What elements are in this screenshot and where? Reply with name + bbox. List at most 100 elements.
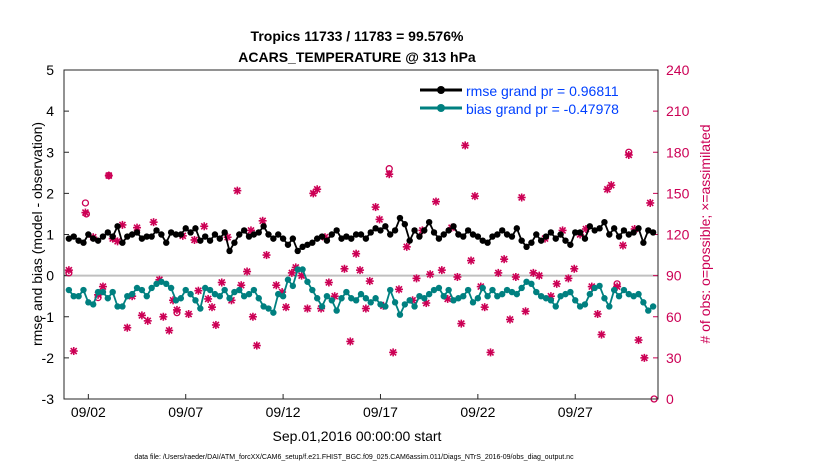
y-tick-label-right: 90: [666, 268, 682, 284]
y-axis-label-right: # of obs: o=possible; ×=assimilated: [697, 124, 713, 343]
rmse-point: [630, 229, 637, 236]
bias-point: [479, 284, 486, 292]
rmse-point: [576, 229, 584, 236]
bias-point: [474, 295, 482, 302]
rmse-point: [567, 241, 574, 248]
rmse-point: [547, 229, 555, 236]
obs-assimilated-marker: [356, 266, 365, 275]
bias-point: [172, 297, 180, 304]
bias-point: [348, 295, 355, 302]
bias-point: [182, 286, 189, 294]
rmse-point: [206, 237, 214, 244]
rmse-point: [581, 235, 589, 242]
obs-assimilated-marker: [204, 294, 213, 303]
bias-point: [547, 297, 555, 304]
bias-point: [270, 309, 277, 316]
obs-assimilated-marker: [646, 198, 655, 207]
obs-assimilated-marker: [570, 264, 579, 273]
bias-point: [299, 266, 306, 273]
rmse-point: [372, 225, 379, 232]
obs-assimilated-marker: [303, 304, 312, 313]
bias-point: [435, 284, 443, 292]
bias-point: [201, 284, 209, 292]
rmse-point: [591, 227, 598, 234]
obs-assimilated-marker: [287, 268, 296, 277]
rmse-point: [649, 229, 657, 236]
rmse-point: [99, 233, 107, 240]
bias-point: [430, 286, 438, 294]
y-tick-label-right: 180: [666, 144, 690, 160]
bias-point: [109, 288, 116, 296]
y-tick-label-left: 1: [46, 227, 54, 243]
bias-point: [279, 292, 287, 300]
rmse-point: [299, 243, 306, 251]
obs-assimilated-marker: [159, 312, 168, 321]
obs-assimilated-marker: [511, 272, 520, 281]
bias-point: [104, 295, 112, 302]
obs-assimilated-marker: [282, 303, 291, 312]
obs-assimilated-marker: [252, 341, 261, 350]
rmse-point: [124, 233, 131, 240]
bias-point: [382, 303, 389, 310]
bias-point: [518, 284, 525, 292]
y-tick-label-right: 60: [666, 309, 682, 325]
bias-point: [576, 303, 584, 310]
rmse-point: [240, 227, 248, 234]
bias-point: [99, 288, 107, 296]
y-tick-label-left: 4: [46, 103, 54, 119]
rmse-point: [167, 229, 175, 236]
bias-point: [80, 286, 87, 294]
obs-possible-marker: [81, 199, 90, 207]
obs-assimilated-marker: [365, 277, 374, 286]
rmse-point: [231, 239, 238, 246]
obs-assimilated-marker: [480, 303, 489, 312]
bias-point: [528, 280, 535, 288]
rmse-point: [464, 227, 472, 234]
bias-point: [255, 295, 262, 302]
rmse-point: [610, 225, 618, 232]
rmse-point: [387, 231, 394, 238]
obs-assimilated-marker: [217, 278, 226, 287]
bias-point: [586, 290, 594, 298]
bias-point: [635, 290, 642, 298]
bias-point: [211, 290, 219, 298]
rmse-point: [197, 237, 204, 244]
rmse-point: [421, 227, 428, 234]
rmse-point: [450, 223, 457, 230]
plot-area: -3 -2 -1 0 1 2 3 4 5 0 30 60 90 120 150 180 210 240 09/02 0…: [42, 62, 690, 420]
y-tick-label-left: 0: [46, 268, 54, 284]
bias-point: [192, 297, 199, 304]
rmse-point: [90, 235, 97, 242]
rmse-point: [562, 237, 569, 244]
bias-point: [503, 286, 511, 294]
rmse-point: [469, 231, 477, 238]
rmse-point: [518, 237, 525, 244]
rmse-point: [489, 233, 496, 240]
legend-rmse-label: rmse grand pr = 0.96811: [466, 83, 619, 99]
obs-assimilated-marker: [194, 286, 203, 295]
y-tick-label-right: 0: [666, 391, 674, 407]
bias-point: [138, 286, 146, 294]
rmse-point: [474, 233, 482, 240]
rmse-point: [479, 237, 486, 244]
bias-point: [75, 292, 82, 300]
rmse-point: [333, 227, 340, 234]
bias-point: [387, 286, 394, 294]
bias-point: [421, 295, 428, 302]
bias-point: [567, 288, 574, 296]
rmse-point: [114, 223, 121, 230]
legend-bias-marker: [437, 104, 445, 112]
rmse-point: [70, 233, 77, 240]
rmse-point: [133, 229, 141, 236]
obs-assimilated-marker: [457, 319, 466, 328]
obs-assimilated-marker: [535, 271, 544, 280]
rmse-point: [284, 241, 292, 248]
rmse-point: [455, 231, 462, 238]
bias-point: [649, 303, 657, 310]
obs-assimilated-marker: [149, 218, 158, 227]
rmse-point: [416, 233, 423, 240]
bias-point: [425, 290, 433, 298]
obs-assimilated-marker: [143, 316, 152, 325]
obs-assimilated-marker: [500, 255, 509, 264]
rmse-point: [401, 221, 409, 228]
